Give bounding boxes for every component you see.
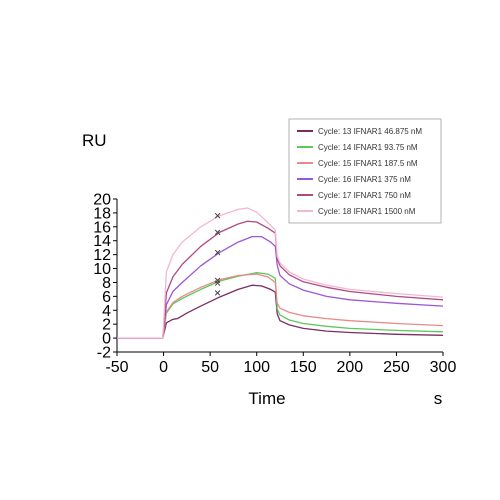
x-tick-label: 100 bbox=[243, 359, 270, 376]
marker-cross bbox=[214, 249, 221, 256]
y-tick-label: 4 bbox=[102, 303, 111, 320]
y-tick-label: -2 bbox=[97, 345, 111, 362]
x-tick-label: 300 bbox=[430, 359, 457, 376]
legend-item: Cycle: 14 IFNAR1 93.75 nM bbox=[297, 143, 418, 152]
series-line-17 bbox=[117, 220, 444, 339]
x-tick-label: -50 bbox=[105, 359, 128, 376]
series-line-13 bbox=[117, 284, 444, 339]
x-tick-label: 200 bbox=[337, 359, 364, 376]
y-tick-label: 6 bbox=[102, 289, 111, 306]
y-axis-label: RU bbox=[82, 131, 107, 150]
y-tick-label: 2 bbox=[102, 317, 111, 334]
y-tick-label: 14 bbox=[93, 233, 111, 250]
marker-stroke bbox=[214, 280, 221, 286]
x-axis-unit: s bbox=[434, 389, 443, 408]
y-tick-label: 8 bbox=[102, 275, 111, 292]
marker-stroke bbox=[214, 290, 221, 296]
marker-cross bbox=[214, 229, 221, 236]
y-tick-label: 10 bbox=[93, 261, 111, 278]
x-tick-label: 150 bbox=[290, 359, 317, 376]
legend-item: Cycle: 17 IFNAR1 750 nM bbox=[297, 191, 411, 200]
marker-cross bbox=[214, 280, 221, 286]
legend-label: Cycle: 18 IFNAR1 1500 nM bbox=[318, 207, 416, 216]
y-tick-label: 12 bbox=[93, 247, 111, 264]
legend-label: Cycle: 17 IFNAR1 750 nM bbox=[318, 191, 411, 200]
y-tick-label: 16 bbox=[93, 219, 111, 236]
marker-stroke bbox=[214, 212, 221, 219]
legend-item: Cycle: 15 IFNAR1 187.5 nM bbox=[297, 159, 418, 168]
legend-box bbox=[288, 118, 442, 224]
series-line-15 bbox=[117, 273, 444, 339]
legend-label: Cycle: 16 IFNAR1 375 nM bbox=[318, 175, 411, 184]
series-line-14 bbox=[117, 272, 444, 339]
legend-item: Cycle: 16 IFNAR1 375 nM bbox=[297, 175, 411, 184]
legend-label: Cycle: 14 IFNAR1 93.75 nM bbox=[318, 143, 418, 152]
legend: Cycle: 13 IFNAR1 46.875 nM Cycle: 14 IFNA… bbox=[288, 118, 442, 224]
marker-cross bbox=[214, 290, 221, 296]
y-tick-label: 0 bbox=[102, 331, 111, 348]
y-tick-label: 20 bbox=[93, 192, 111, 209]
marker-stroke bbox=[214, 249, 221, 256]
marker-layer bbox=[214, 212, 221, 296]
legend-label: Cycle: 15 IFNAR1 187.5 nM bbox=[318, 159, 418, 168]
x-axis-label: Time bbox=[248, 389, 285, 408]
y-tick-label: 18 bbox=[93, 205, 111, 222]
legend-item: Cycle: 13 IFNAR1 46.875 nM bbox=[297, 127, 422, 136]
marker-stroke bbox=[214, 229, 221, 236]
series-line-16 bbox=[117, 235, 444, 339]
x-tick-label: 50 bbox=[201, 359, 219, 376]
series-line-18 bbox=[117, 207, 444, 339]
marker-cross bbox=[214, 212, 221, 219]
x-tick-label: 250 bbox=[383, 359, 410, 376]
x-tick-label: 0 bbox=[159, 359, 168, 376]
legend-label: Cycle: 13 IFNAR1 46.875 nM bbox=[318, 127, 422, 136]
plot-area bbox=[117, 207, 444, 339]
legend-item: Cycle: 18 IFNAR1 1500 nM bbox=[297, 207, 416, 216]
